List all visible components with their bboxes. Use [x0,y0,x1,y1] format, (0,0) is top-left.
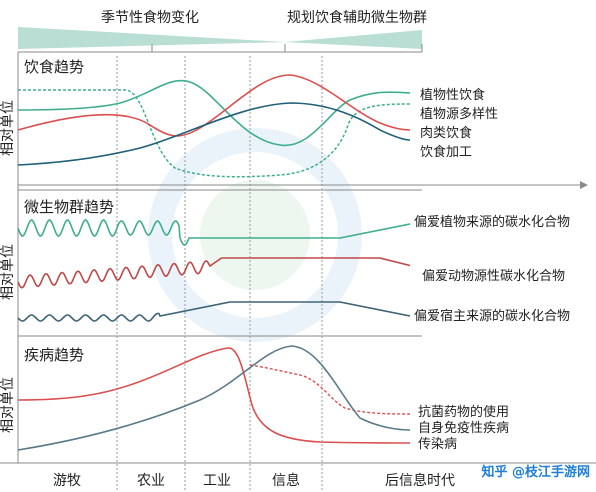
panel-microbiome-title: 微生物群趋势 [24,198,114,216]
era-agricultural: 农业 [137,473,165,489]
era-industrial: 工业 [203,473,231,489]
legend-diet-processing: 饮食加工 [420,144,472,160]
series-host-carbs [17,301,411,322]
legend-host-carbs: 偏爱宿主来源的碳水化合物 [414,308,570,324]
era-labels: 游牧 农业 工业 信息 后信息时代 [53,472,455,489]
time-axis-arrowhead [580,181,588,189]
series-autoimmune-disease [17,345,411,451]
panel-microbiome-legend: 偏爱植物来源的碳水化合物 偏爱动物源性碳水化合物 偏爱宿主来源的碳水化合物 [414,214,570,324]
y-axis-labels: 相对单位 相对单位 相对单位 [0,100,16,433]
panel-disease-title: 疾病趋势 [24,346,84,364]
series-plant-diet [17,79,411,147]
watermark-text: 知乎 @枝江手游网 [481,464,590,480]
top-divider-ticks [151,44,423,52]
legend-autoimmune-disease: 自身免疫性疾病 [418,420,509,436]
series-antimicrobial-use [249,364,411,415]
panel-diet-trends: 饮食趋势 植物性饮食 植物源多样性 肉类饮食 饮食加工 [17,58,498,178]
time-axis-arrow [18,181,588,189]
header-right-wedge [285,30,422,49]
legend-infectious-disease: 传染病 [418,437,457,452]
background-logo-mark [148,128,362,342]
series-infectious-disease [17,347,411,444]
era-information: 信息 [272,472,300,489]
panel-dividers [0,51,596,464]
panel-disease-legend: 抗菌药物的使用 自身免疫性疾病 传染病 [418,404,509,452]
panel-disease-trends: 疾病趋势 抗菌药物的使用 自身免疫性疾病 传染病 [17,345,509,452]
header-right-label: 规划饮食辅助微生物群 [287,9,427,26]
series-animal-carbs [17,257,411,289]
legend-plant-diversity: 植物源多样性 [420,106,498,122]
era-separators [116,56,323,492]
y-axis-label-3: 相对单位 [0,377,16,433]
header-left-wedge [18,27,285,49]
series-diet-processing [17,102,411,166]
y-axis-label-1: 相对单位 [0,100,16,156]
era-nomadic: 游牧 [53,473,81,489]
legend-plant-diet: 植物性饮食 [420,87,485,103]
y-axis-label-2: 相对单位 [0,244,16,300]
header-left-label: 季节性食物变化 [101,9,199,26]
legend-meat-diet: 肉类饮食 [420,125,472,141]
era-post-information: 后信息时代 [385,472,455,489]
panel-diet-legend: 植物性饮食 植物源多样性 肉类饮食 饮食加工 [420,87,498,160]
legend-plant-carbs: 偏爱植物来源的碳水化合物 [414,214,570,230]
watermark: 知乎 @枝江手游网 [481,464,590,480]
legend-animal-carbs: 偏爱动物源性碳水化合物 [422,269,565,284]
legend-antimicrobial-use: 抗菌药物的使用 [418,404,509,420]
panel-diet-title: 饮食趋势 [24,58,84,76]
series-plant-carbs [17,219,411,246]
panel-microbiome-trends: 微生物群趋势 偏爱植物来源的碳水化合物 偏爱动物源性碳水化合物 偏爱宿主来源的碳… [17,198,570,324]
series-meat-diet [17,74,411,137]
series-plant-diversity [18,89,411,178]
header-band: 季节性食物变化 规划饮食辅助微生物群 [18,9,427,49]
